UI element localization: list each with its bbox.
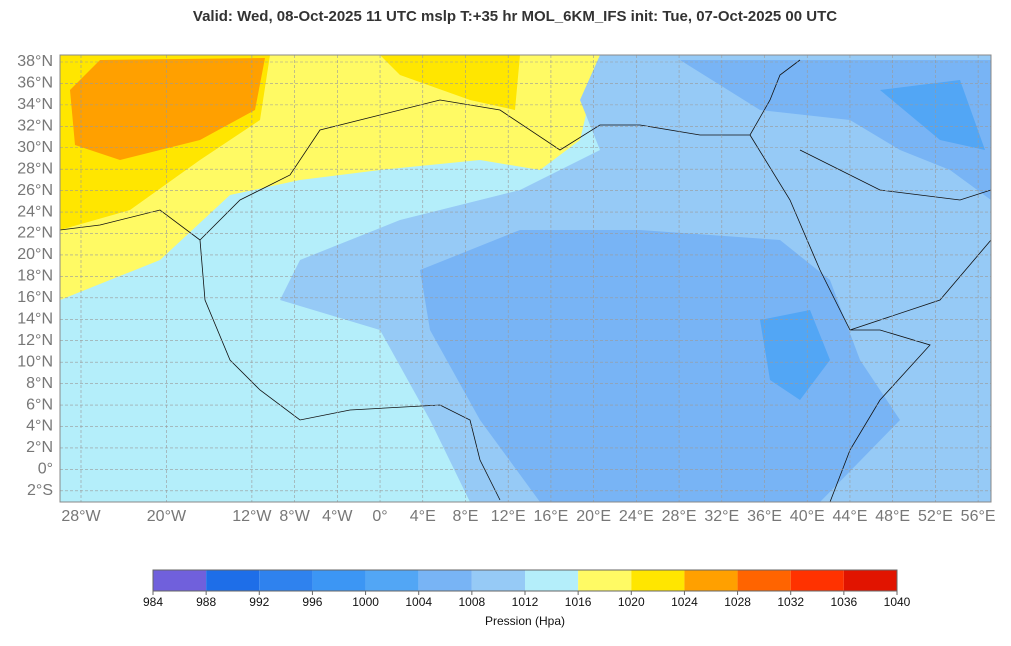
lat-label: 10°N	[17, 353, 53, 370]
lat-label: 24°N	[17, 203, 53, 220]
lon-label: 4°E	[410, 508, 436, 525]
colorbar-tick-label: 1012	[512, 595, 539, 609]
lon-label: 40°E	[790, 508, 825, 525]
lat-label: 12°N	[17, 332, 53, 349]
lat-label: 8°N	[26, 375, 53, 392]
lat-label: 34°N	[17, 96, 53, 113]
colorbar-bin	[684, 570, 738, 591]
lon-label: 32°E	[704, 508, 739, 525]
colorbar-bin	[206, 570, 260, 591]
colorbar-tick-label: 1020	[618, 595, 645, 609]
colorbar-bin	[365, 570, 419, 591]
lon-label: 8°E	[452, 508, 478, 525]
grid: 38°N 36°N 34°N 32°N 30°N 28°N 26°N 24°N 22°N 20°N…	[17, 53, 995, 525]
colorbar-bin	[471, 570, 525, 591]
colorbar-bin	[259, 570, 313, 591]
lon-label: 56°E	[961, 508, 996, 525]
colorbar-bin	[631, 570, 685, 591]
colorbar-tick-label: 996	[302, 595, 322, 609]
colorbar-bin	[525, 570, 579, 591]
colorbar-tick-label: 1040	[884, 595, 911, 609]
lat-label: 4°N	[26, 418, 53, 435]
lon-label: 24°E	[619, 508, 654, 525]
colorbar-tick-label: 988	[196, 595, 216, 609]
colorbar-bin	[578, 570, 632, 591]
lat-label: 0°	[38, 461, 53, 478]
colorbar-bin	[843, 570, 897, 591]
colorbar-bin	[418, 570, 472, 591]
colorbar-bin	[153, 570, 207, 591]
lat-label: 2°S	[27, 482, 53, 499]
colorbar-bin	[790, 570, 844, 591]
coastline	[60, 59, 991, 502]
colorbar-tick-label: 1032	[777, 595, 804, 609]
colorbar-tick-label: 1008	[459, 595, 486, 609]
title: Valid: Wed, 08-Oct-2025 11 UTC mslp T:+3…	[193, 8, 837, 25]
colorbar-bin	[737, 570, 791, 591]
lon-label: 20°W	[147, 508, 187, 525]
colorbar-tick-label: 1000	[352, 595, 379, 609]
lon-label: 28°E	[662, 508, 697, 525]
colorbar-tick-label: 992	[249, 595, 269, 609]
lon-label: 16°E	[533, 508, 568, 525]
field-1000	[760, 80, 985, 400]
lon-label: 44°E	[833, 508, 868, 525]
colorbar-tick-label: 1036	[831, 595, 858, 609]
colorbar-tick-label: 984	[143, 595, 163, 609]
lon-label: 4°W	[322, 508, 353, 525]
colorbar-label: Pression (Hpa)	[485, 614, 565, 628]
lat-label: 16°N	[17, 289, 53, 306]
map	[60, 55, 991, 502]
lat-label: 20°N	[17, 246, 53, 263]
field-1004	[420, 60, 991, 502]
lon-label: 52°E	[918, 508, 953, 525]
colorbar-tick-label: 1016	[565, 595, 592, 609]
lon-label: 20°E	[576, 508, 611, 525]
lat-label: 14°N	[17, 310, 53, 327]
colorbar-tick-label: 1024	[671, 595, 698, 609]
lon-label: 48°E	[875, 508, 910, 525]
lat-label: 18°N	[17, 268, 53, 285]
lat-label: 22°N	[17, 225, 53, 242]
lat-label: 26°N	[17, 182, 53, 199]
lon-label: 12°E	[491, 508, 526, 525]
lon-label: 36°E	[747, 508, 782, 525]
map-frame	[59, 54, 992, 503]
lat-label: 2°N	[26, 439, 53, 456]
colorbar: 984 988 992 996 1000 1004 1008 1012 1016 1020 1024…	[143, 569, 911, 609]
lat-label: 38°N	[17, 53, 53, 70]
lat-label: 32°N	[17, 118, 53, 135]
colorbar-bin	[312, 570, 366, 591]
lon-label: 12°W	[232, 508, 272, 525]
lon-label: 0°	[372, 508, 387, 525]
colorbar-tick-label: 1004	[405, 595, 432, 609]
lat-label: 30°N	[17, 139, 53, 156]
lon-label: 28°W	[61, 508, 101, 525]
lon-label: 8°W	[279, 508, 310, 525]
lat-label: 28°N	[17, 160, 53, 177]
lat-label: 6°N	[26, 396, 53, 413]
colorbar-tick-label: 1028	[724, 595, 751, 609]
lat-label: 36°N	[17, 75, 53, 92]
